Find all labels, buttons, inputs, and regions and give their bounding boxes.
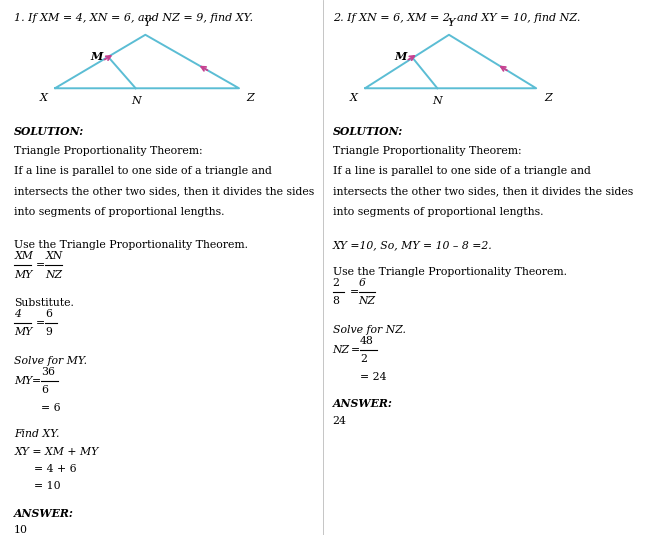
Text: 2. If XN = 6, XM = 2, and XY = 10, find NZ.: 2. If XN = 6, XM = 2, and XY = 10, find …: [333, 13, 580, 24]
Text: =: =: [349, 287, 359, 297]
Text: 2: 2: [360, 354, 367, 364]
Text: NZ: NZ: [333, 345, 349, 355]
Text: SOLUTION:: SOLUTION:: [333, 126, 403, 137]
Text: 4: 4: [14, 309, 21, 319]
Text: M: M: [394, 51, 407, 62]
Text: = 10: = 10: [34, 482, 60, 491]
Text: 36: 36: [41, 366, 56, 377]
Text: 9: 9: [45, 327, 52, 338]
Text: 24: 24: [333, 416, 346, 425]
Text: ANSWER:: ANSWER:: [14, 508, 74, 519]
Text: Solve for MY.: Solve for MY.: [14, 356, 87, 366]
Text: Y: Y: [143, 18, 151, 28]
Text: into segments of proportional lengths.: into segments of proportional lengths.: [333, 207, 543, 217]
Text: N: N: [432, 96, 443, 106]
Text: Z: Z: [247, 93, 255, 103]
Text: =: =: [36, 318, 45, 328]
Text: SOLUTION:: SOLUTION:: [14, 126, 85, 137]
Text: 6: 6: [45, 309, 52, 319]
Text: Use the Triangle Proportionality Theorem.: Use the Triangle Proportionality Theorem…: [14, 240, 248, 250]
Text: 10: 10: [14, 525, 28, 535]
Text: into segments of proportional lengths.: into segments of proportional lengths.: [14, 207, 225, 217]
Text: XM: XM: [14, 251, 33, 261]
Text: 6: 6: [41, 385, 48, 395]
Text: = 4 + 6: = 4 + 6: [34, 464, 76, 474]
Text: If a line is parallel to one side of a triangle and: If a line is parallel to one side of a t…: [14, 166, 272, 177]
Text: 8: 8: [333, 296, 340, 306]
Text: 48: 48: [360, 335, 373, 346]
Text: MY: MY: [14, 327, 32, 338]
Text: X: X: [39, 93, 47, 103]
Text: MY: MY: [14, 376, 32, 386]
Text: =: =: [32, 376, 41, 386]
Text: =: =: [351, 345, 360, 355]
Text: XY =10, So, MY = 10 – 8 =2.: XY =10, So, MY = 10 – 8 =2.: [333, 240, 492, 250]
Text: Triangle Proportionality Theorem:: Triangle Proportionality Theorem:: [14, 146, 203, 156]
Text: XY = XM + MY: XY = XM + MY: [14, 447, 98, 457]
Text: M: M: [90, 51, 103, 62]
Text: intersects the other two sides, then it divides the sides: intersects the other two sides, then it …: [14, 187, 315, 197]
Text: If a line is parallel to one side of a triangle and: If a line is parallel to one side of a t…: [333, 166, 590, 177]
Text: Solve for NZ.: Solve for NZ.: [333, 325, 406, 335]
Text: 2: 2: [333, 278, 340, 288]
Text: Substitute.: Substitute.: [14, 298, 74, 308]
Text: Use the Triangle Proportionality Theorem.: Use the Triangle Proportionality Theorem…: [333, 267, 567, 277]
Text: 1. If XM = 4, XN = 6, and NZ = 9, find XY.: 1. If XM = 4, XN = 6, and NZ = 9, find X…: [14, 13, 253, 24]
Text: Z: Z: [544, 93, 552, 103]
Text: Triangle Proportionality Theorem:: Triangle Proportionality Theorem:: [333, 146, 521, 156]
Text: = 24: = 24: [360, 372, 386, 381]
Text: XN: XN: [45, 251, 63, 261]
Text: intersects the other two sides, then it divides the sides: intersects the other two sides, then it …: [333, 187, 633, 197]
Text: X: X: [349, 93, 357, 103]
Text: = 6: = 6: [41, 403, 61, 412]
Text: MY: MY: [14, 270, 32, 279]
Text: ANSWER:: ANSWER:: [333, 399, 393, 409]
Text: N: N: [130, 96, 141, 106]
Text: NZ: NZ: [45, 270, 62, 279]
Text: 6: 6: [359, 278, 366, 288]
Text: NZ: NZ: [359, 296, 375, 306]
Text: Find XY.: Find XY.: [14, 430, 59, 439]
Text: Y: Y: [447, 18, 455, 28]
Text: =: =: [36, 260, 45, 270]
